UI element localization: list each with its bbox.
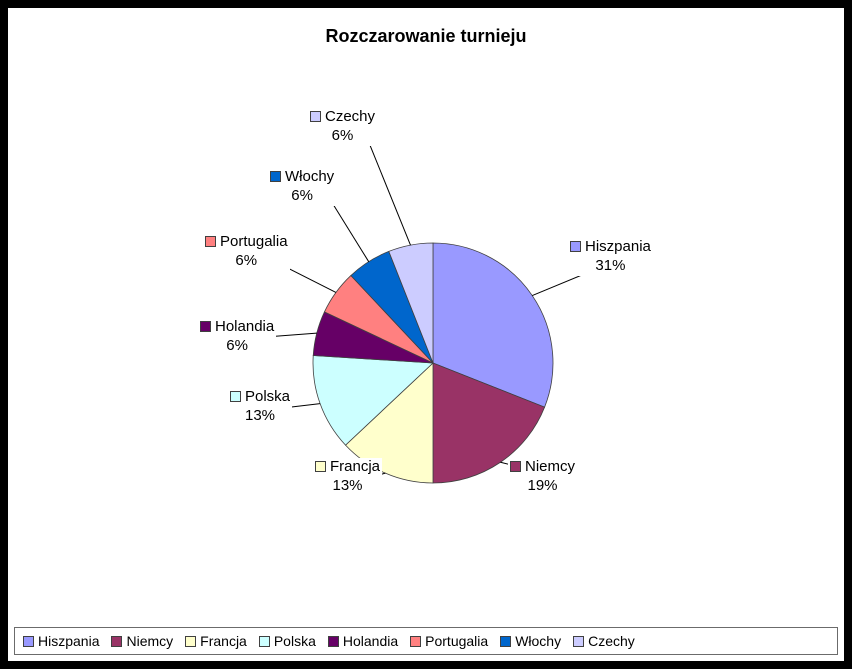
legend-swatch — [328, 636, 339, 647]
callout-swatch — [315, 461, 326, 472]
legend-label: Czechy — [588, 633, 635, 649]
legend-label: Francja — [200, 633, 247, 649]
callout-swatch — [510, 461, 521, 472]
legend-label: Polska — [274, 633, 316, 649]
callout-label: Holandia — [215, 318, 274, 335]
legend-swatch — [500, 636, 511, 647]
chart-frame: Rozczarowanie turnieju Hiszpania31%Niemc… — [0, 0, 852, 669]
callout-pct: 13% — [230, 407, 290, 426]
legend-item: Polska — [259, 633, 316, 649]
legend-item: Niemcy — [111, 633, 173, 649]
callout-label: Francja — [330, 458, 380, 475]
legend-label: Niemcy — [126, 633, 173, 649]
pie-chart — [8, 8, 844, 618]
legend-item: Czechy — [573, 633, 635, 649]
callout-swatch — [270, 171, 281, 182]
leader-line — [363, 128, 411, 245]
legend-swatch — [573, 636, 584, 647]
callout: Portugalia 6% — [203, 233, 290, 271]
legend-label: Holandia — [343, 633, 398, 649]
callout-swatch — [200, 321, 211, 332]
legend-label: Portugalia — [425, 633, 488, 649]
legend-label: Hiszpania — [38, 633, 99, 649]
legend-item: Holandia — [328, 633, 398, 649]
callout: Niemcy 19% — [508, 458, 577, 496]
callout: Holandia 6% — [198, 318, 276, 356]
legend-item: Portugalia — [410, 633, 488, 649]
callout-swatch — [570, 241, 581, 252]
callout-swatch — [310, 111, 321, 122]
callout: Hiszpania 31% — [568, 238, 653, 276]
callout: Włochy 6% — [268, 168, 336, 206]
callout-swatch — [205, 236, 216, 247]
legend-item: Hiszpania — [23, 633, 99, 649]
callout: Czechy 6% — [308, 108, 377, 146]
callout-label: Czechy — [325, 108, 375, 125]
callout-pct: 6% — [310, 127, 375, 146]
legend-item: Francja — [185, 633, 247, 649]
legend-bar: Hiszpania Niemcy Francja Polska Holandia Port… — [14, 627, 838, 655]
callout-label: Włochy — [285, 168, 334, 185]
callout-label: Hiszpania — [585, 238, 651, 255]
callout-pct: 13% — [315, 477, 380, 496]
callout-pct: 31% — [570, 257, 651, 276]
callout-label: Polska — [245, 388, 290, 405]
callout-pct: 19% — [510, 477, 575, 496]
callout: Francja 13% — [313, 458, 382, 496]
callout-pct: 6% — [205, 252, 288, 271]
legend-swatch — [185, 636, 196, 647]
callout-pct: 6% — [270, 187, 334, 206]
callout: Polska 13% — [228, 388, 292, 426]
legend-label: Włochy — [515, 633, 561, 649]
legend-item: Włochy — [500, 633, 561, 649]
legend-swatch — [410, 636, 421, 647]
callout-label: Niemcy — [525, 458, 575, 475]
legend-swatch — [259, 636, 270, 647]
legend-swatch — [111, 636, 122, 647]
legend-swatch — [23, 636, 34, 647]
callout-label: Portugalia — [220, 233, 288, 250]
callout-pct: 6% — [200, 337, 274, 356]
callout-swatch — [230, 391, 241, 402]
